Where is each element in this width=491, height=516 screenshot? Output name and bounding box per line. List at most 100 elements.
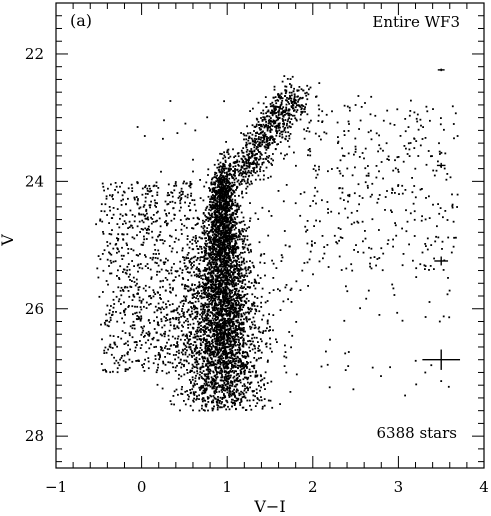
star-point <box>223 262 226 264</box>
star-point <box>186 341 189 344</box>
star-point <box>231 289 234 292</box>
star-point <box>281 117 284 120</box>
star-point <box>195 306 197 309</box>
star-point <box>131 226 134 229</box>
star-point <box>224 278 227 280</box>
star-point <box>228 356 230 359</box>
star-point <box>223 223 226 226</box>
star-point <box>223 289 226 292</box>
star-point <box>234 360 236 363</box>
star-point <box>242 230 244 233</box>
star-point <box>242 341 245 344</box>
star-point <box>237 341 240 343</box>
star-point <box>421 188 423 190</box>
star-point <box>196 326 199 329</box>
star-point <box>253 137 256 140</box>
star-point <box>294 106 297 109</box>
star-point <box>237 170 240 173</box>
star-point <box>243 373 246 376</box>
star-point <box>138 286 141 288</box>
star-point <box>223 218 226 221</box>
star-point <box>235 366 237 368</box>
star-point <box>413 218 416 221</box>
star-point <box>211 340 213 342</box>
star-point <box>201 237 204 240</box>
star-point <box>222 164 225 166</box>
star-point <box>226 312 229 315</box>
star-point <box>254 312 256 315</box>
star-point <box>260 351 263 354</box>
star-point <box>242 133 245 135</box>
star-point <box>218 386 221 388</box>
star-point <box>217 184 219 186</box>
star-point <box>191 367 194 370</box>
star-point <box>419 118 422 121</box>
star-point <box>196 360 199 363</box>
star-point <box>210 364 213 367</box>
star-point <box>207 280 210 283</box>
star-point <box>292 100 295 103</box>
star-point <box>109 252 111 255</box>
star-point <box>226 276 229 278</box>
star-point <box>347 200 349 203</box>
star-point <box>119 213 122 216</box>
star-point <box>232 202 235 205</box>
star-point <box>242 378 245 381</box>
star-point <box>183 365 185 368</box>
star-point <box>231 321 234 324</box>
star-point <box>228 189 230 191</box>
star-point <box>251 308 253 311</box>
star-point <box>184 122 187 125</box>
star-point <box>155 206 157 208</box>
star-point <box>226 205 229 208</box>
star-point <box>430 244 433 246</box>
star-point <box>156 270 159 273</box>
star-point <box>156 262 158 264</box>
star-point <box>281 113 284 115</box>
star-point <box>126 340 129 343</box>
star-point <box>171 247 174 250</box>
star-point <box>228 307 231 310</box>
star-point <box>253 302 256 304</box>
star-point <box>219 348 221 351</box>
star-point <box>218 244 221 247</box>
star-point <box>223 254 225 257</box>
star-point <box>272 122 275 125</box>
star-point <box>196 329 199 331</box>
star-point <box>204 267 206 269</box>
star-point <box>195 242 198 244</box>
star-point <box>307 285 309 287</box>
star-point <box>272 104 275 106</box>
star-point <box>207 310 209 313</box>
star-point <box>141 267 144 270</box>
star-point <box>228 229 231 232</box>
star-point <box>229 244 231 247</box>
star-point <box>178 321 180 324</box>
star-point <box>270 128 273 131</box>
star-point <box>154 257 157 259</box>
star-point <box>224 356 227 358</box>
star-point <box>220 357 223 360</box>
star-point <box>191 376 194 379</box>
star-point <box>240 180 243 182</box>
star-point <box>235 177 237 180</box>
star-point <box>205 276 207 278</box>
star-point <box>139 340 141 342</box>
star-point <box>198 351 201 354</box>
star-point <box>211 245 214 248</box>
star-point <box>221 283 223 286</box>
star-point <box>337 140 340 143</box>
star-point <box>183 287 186 290</box>
star-point <box>204 308 206 311</box>
star-point <box>259 170 262 173</box>
star-point <box>255 370 257 373</box>
star-point <box>188 246 191 249</box>
star-point <box>287 101 290 103</box>
star-point <box>245 138 248 141</box>
star-point <box>147 232 150 235</box>
star-point <box>308 130 311 133</box>
star-point <box>212 352 215 355</box>
star-point <box>221 350 224 353</box>
star-point <box>216 386 219 388</box>
star-point <box>223 292 225 295</box>
